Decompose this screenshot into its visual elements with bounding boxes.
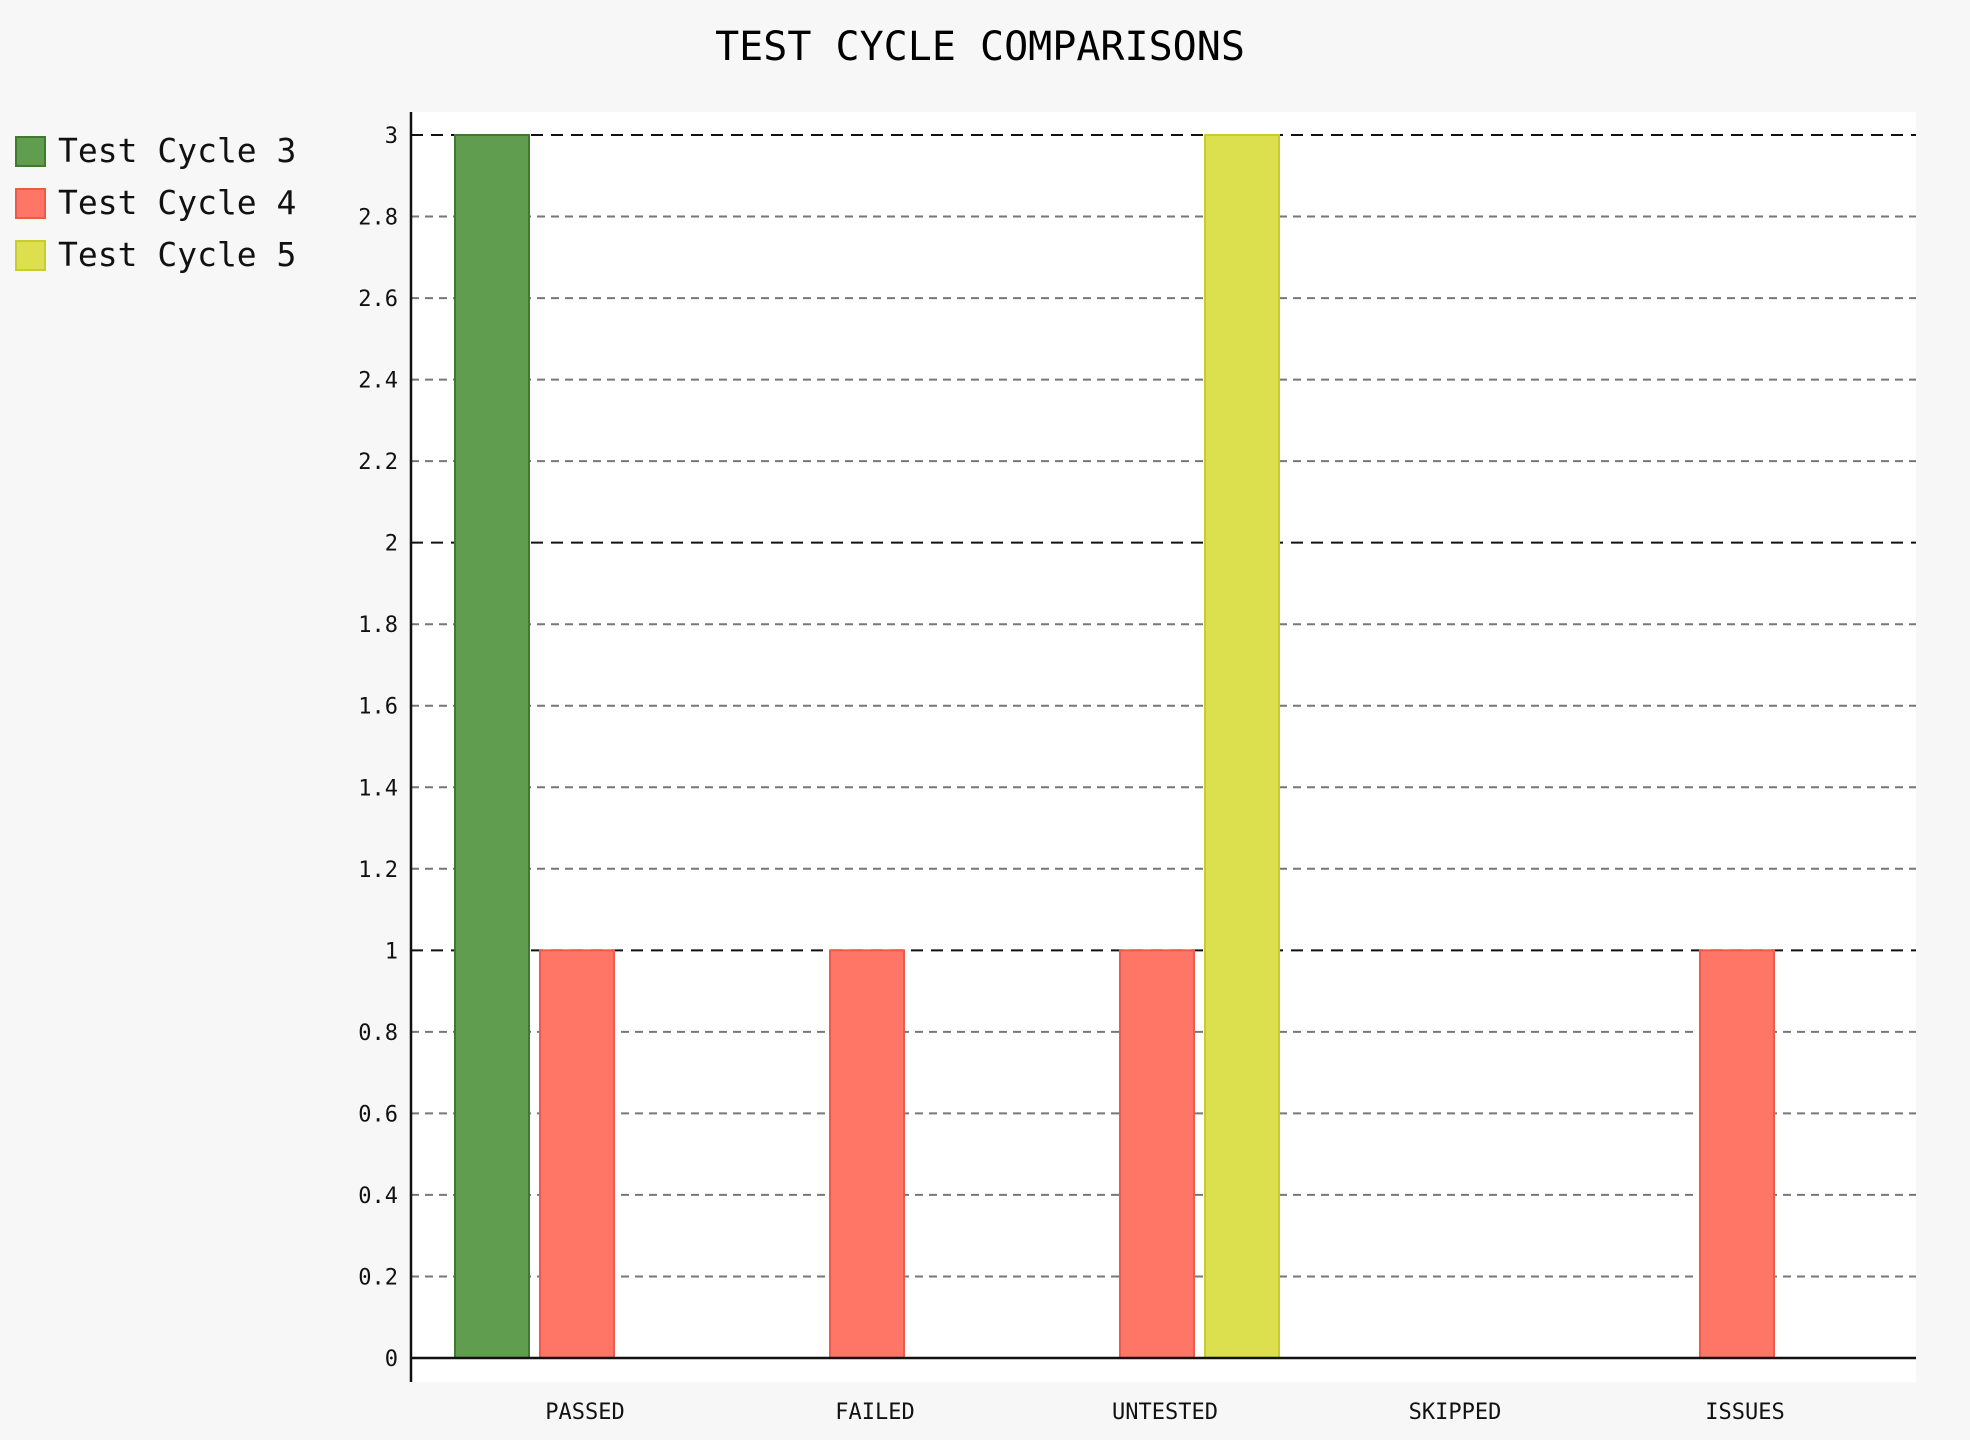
legend-label: Test Cycle 4	[58, 183, 296, 222]
legend-swatch	[15, 240, 46, 271]
y-tick-label: 0.6	[358, 1102, 398, 1127]
x-tick-label: FAILED	[835, 1400, 914, 1425]
bar-test-cycle-4-failed	[829, 949, 905, 1359]
y-tick-label: 0	[385, 1347, 398, 1372]
legend-label: Test Cycle 3	[58, 131, 296, 170]
y-tick-label: 2	[385, 532, 398, 557]
y-tick-label: 1.8	[358, 613, 398, 638]
y-tick-label: 0.8	[358, 1021, 398, 1046]
bars	[454, 134, 1775, 1359]
y-tick-label: 1.2	[358, 858, 398, 883]
bar-test-cycle-5-untested	[1204, 134, 1280, 1359]
x-tick-label: ISSUES	[1705, 1400, 1784, 1425]
legend-swatch	[15, 136, 46, 167]
bar-test-cycle-4-issues	[1699, 949, 1775, 1359]
y-tick-label: 2.6	[358, 287, 398, 312]
legend: Test Cycle 3 Test Cycle 4 Test Cycle 5	[15, 131, 296, 274]
y-tick-label: 1.6	[358, 695, 398, 720]
y-tick-label: 0.2	[358, 1265, 398, 1290]
y-tick-label: 0.4	[358, 1184, 398, 1209]
x-tick-labels: PASSED FAILED UNTESTED SKIPPED ISSUES	[545, 1400, 1784, 1425]
y-tick-labels: 0 0.2 0.4 0.6 0.8 1 1.2 1.4 1.6 1.8 2 2.2 2.4 2.6 2.8 3	[358, 124, 398, 1372]
x-tick-label: SKIPPED	[1409, 1400, 1502, 1425]
legend-swatch	[15, 188, 46, 219]
y-tick-label: 1	[385, 939, 398, 964]
y-tick-label: 3	[385, 124, 398, 149]
grid-lines	[411, 134, 1916, 1278]
bar-test-cycle-4-untested	[1119, 949, 1195, 1359]
chart-title: TEST CYCLE COMPARISONS	[715, 24, 1245, 70]
y-tick-label: 2.2	[358, 450, 398, 475]
y-tick-label: 2.4	[358, 369, 398, 394]
y-tick-label: 2.8	[358, 206, 398, 231]
legend-label: Test Cycle 5	[58, 235, 296, 274]
bar-test-cycle-4-passed	[539, 949, 615, 1359]
bar-test-cycle-3-passed	[454, 134, 530, 1359]
x-tick-label: UNTESTED	[1112, 1400, 1218, 1425]
x-tick-label: PASSED	[545, 1400, 624, 1425]
axes	[409, 112, 1916, 1382]
y-tick-label: 1.4	[358, 776, 398, 801]
